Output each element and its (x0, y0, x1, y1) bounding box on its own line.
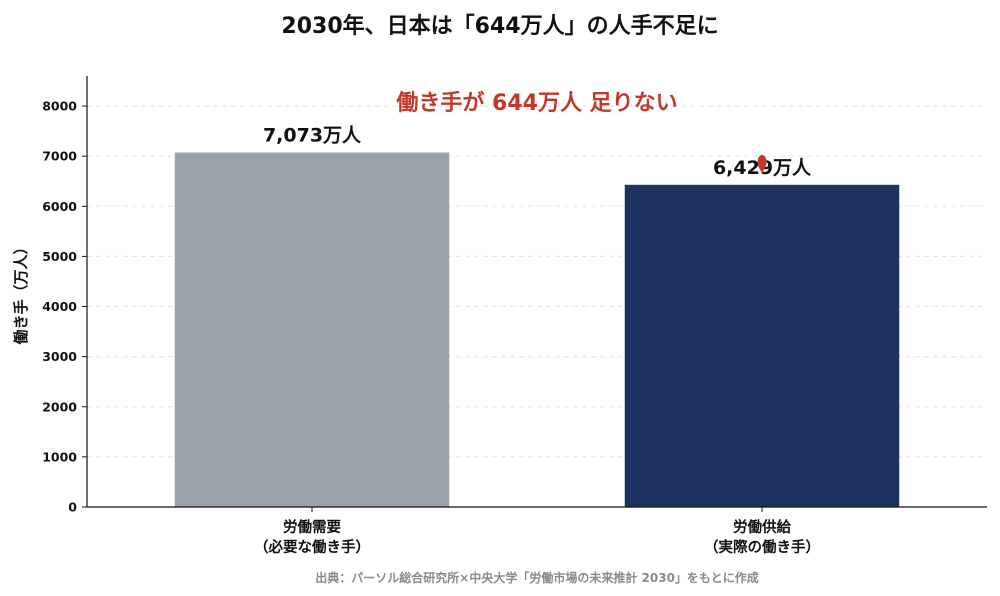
shortage-annotation: 働き手が 644万人 足りない (395, 90, 677, 116)
value-label: 7,073万人 (263, 125, 362, 147)
bars (174, 152, 900, 508)
category-labels: 労働需要 （必要な働き手） 労働供給 （実際の働き手） (254, 507, 820, 556)
y-tick-label: 3000 (42, 349, 77, 364)
bar (624, 184, 900, 508)
chart-title: 2030年、日本は「644万人」の人手不足に (281, 13, 718, 39)
y-tick-label: 4000 (42, 299, 77, 314)
y-tick-label: 0 (68, 500, 77, 515)
y-tick-label: 7000 (42, 149, 77, 164)
y-tick-label: 2000 (42, 399, 77, 414)
y-tick-label: 8000 (42, 99, 77, 114)
y-tick-label: 5000 (42, 249, 77, 264)
category-label: （必要な働き手） (254, 538, 370, 556)
category-label: 労働需要 (283, 518, 341, 536)
bar (174, 152, 450, 507)
category-label: 労働供給 (733, 518, 791, 536)
annotation-marker (757, 154, 767, 173)
y-tick-labels: 0 1000 2000 3000 4000 5000 6000 7000 8000 (42, 99, 87, 515)
source-note: 出典：パーソル総合研究所×中央大学「労働市場の未来推計 2030」をもとに作成 (315, 570, 758, 585)
y-tick-label: 6000 (42, 199, 77, 214)
y-tick-label: 1000 (42, 449, 77, 464)
marker-shape (757, 154, 767, 173)
y-axis-label: 働き手（万人） (12, 239, 30, 345)
category-label: （実際の働き手） (704, 538, 820, 556)
